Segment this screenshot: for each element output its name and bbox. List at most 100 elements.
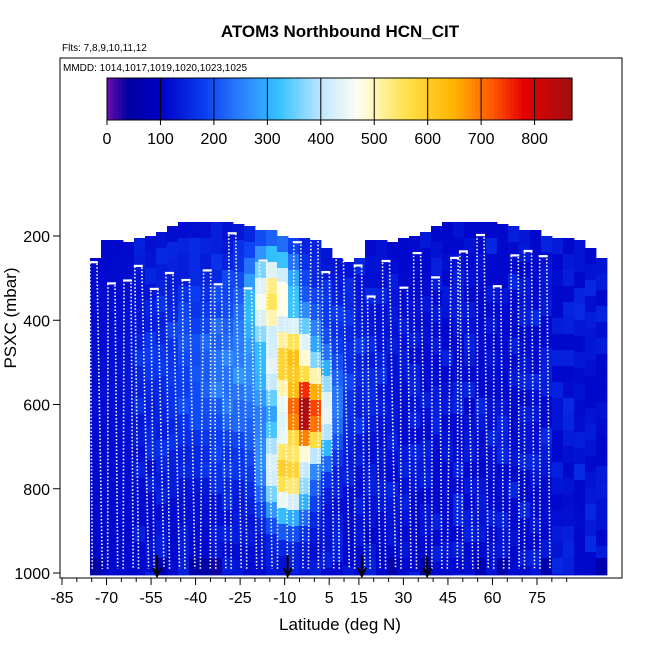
heatmap-cell bbox=[409, 572, 421, 576]
heatmap-cell bbox=[552, 558, 564, 575]
heatmap-cell bbox=[233, 528, 245, 545]
y-tick-label: 800 bbox=[23, 482, 50, 499]
heatmap-cell bbox=[563, 478, 575, 495]
colorbar-segment bbox=[219, 78, 224, 120]
heatmap-cell bbox=[563, 318, 575, 335]
heatmap-cell bbox=[464, 238, 476, 255]
heatmap-cell bbox=[574, 448, 586, 465]
heatmap-cell bbox=[541, 444, 553, 461]
heatmap-cell bbox=[431, 530, 443, 547]
heatmap-cell bbox=[464, 286, 476, 303]
heatmap-cell bbox=[519, 246, 531, 263]
heatmap-cell bbox=[453, 382, 465, 399]
heatmap-cell bbox=[332, 530, 344, 547]
heatmap-cell bbox=[145, 236, 157, 253]
heatmap-cell bbox=[332, 306, 344, 323]
heatmap-cell bbox=[376, 288, 388, 305]
x-tick-label: -70 bbox=[95, 590, 118, 607]
heatmap-cell bbox=[343, 454, 355, 471]
heatmap-cell bbox=[530, 374, 542, 391]
heatmap-cell bbox=[442, 222, 454, 239]
heatmap-cell bbox=[233, 464, 245, 481]
heatmap-cell bbox=[288, 478, 300, 495]
heatmap-cell bbox=[123, 306, 135, 323]
heatmap-cell bbox=[156, 360, 168, 377]
heatmap-cell bbox=[530, 502, 542, 519]
x-tick-label: 75 bbox=[528, 590, 546, 607]
heatmap-cell bbox=[420, 232, 432, 249]
heatmap-cell bbox=[101, 256, 113, 273]
colorbar-segment bbox=[118, 78, 124, 120]
heatmap-cell bbox=[541, 364, 553, 381]
heatmap-cell bbox=[167, 338, 179, 355]
heatmap-cell bbox=[365, 368, 377, 385]
colorbar-segment bbox=[234, 78, 240, 120]
heatmap-cell bbox=[222, 510, 234, 527]
heatmap-cell bbox=[508, 514, 520, 531]
heatmap-cell bbox=[585, 520, 597, 537]
heatmap-cell bbox=[453, 478, 465, 495]
heatmap-cell bbox=[277, 524, 289, 541]
heatmap-cell bbox=[409, 348, 421, 365]
heatmap-cell bbox=[178, 366, 190, 383]
heatmap-cell bbox=[420, 376, 432, 393]
heatmap-cell bbox=[222, 254, 234, 271]
colorbar-segment bbox=[448, 78, 453, 120]
heatmap-cell bbox=[420, 392, 432, 409]
heatmap-cell bbox=[552, 270, 564, 287]
heatmap-cell bbox=[475, 462, 487, 479]
colorbar-tick-label: 100 bbox=[147, 131, 174, 148]
x-tick-label: 45 bbox=[439, 590, 457, 607]
heatmap-cell bbox=[156, 504, 168, 521]
heatmap-cell bbox=[244, 402, 256, 419]
heatmap-cell bbox=[244, 274, 256, 291]
heatmap-cell bbox=[453, 414, 465, 431]
heatmap-cell bbox=[431, 386, 443, 403]
heatmap-cell bbox=[409, 540, 421, 557]
heatmap-cell bbox=[552, 462, 564, 479]
heatmap-cell bbox=[464, 510, 476, 527]
heatmap-cell bbox=[442, 270, 454, 287]
heatmap-cell bbox=[596, 274, 608, 291]
heatmap-cell bbox=[343, 342, 355, 359]
heatmap-cell bbox=[134, 446, 146, 463]
heatmap-cell bbox=[233, 288, 245, 305]
heatmap-cell bbox=[145, 460, 157, 477]
colorbar-segment bbox=[223, 78, 228, 120]
heatmap-cell bbox=[244, 418, 256, 435]
heatmap-cell bbox=[596, 418, 608, 435]
colorbar-segment bbox=[486, 78, 492, 120]
heatmap-cell bbox=[321, 360, 333, 377]
heatmap-cell bbox=[475, 238, 487, 255]
heatmap-cell bbox=[464, 222, 476, 239]
heatmap-cell bbox=[332, 370, 344, 387]
heatmap-cell bbox=[255, 518, 267, 535]
heatmap-cell bbox=[200, 350, 212, 367]
x-tick-label: -55 bbox=[140, 590, 163, 607]
heatmap-cell bbox=[530, 390, 542, 407]
heatmap-cell bbox=[464, 478, 476, 495]
heatmap-cell bbox=[453, 462, 465, 479]
heatmap-cell bbox=[431, 450, 443, 467]
x-axis-label: Latitude (deg N) bbox=[279, 615, 401, 634]
heatmap-cell bbox=[398, 414, 410, 431]
heatmap-cell bbox=[431, 546, 443, 563]
heatmap-cell bbox=[156, 472, 168, 489]
heatmap-cell bbox=[156, 440, 168, 457]
heatmap-cell bbox=[332, 546, 344, 563]
heatmap-cell bbox=[90, 514, 102, 531]
heatmap-cell bbox=[387, 354, 399, 371]
heatmap-cell bbox=[486, 526, 498, 543]
heatmap-cell bbox=[464, 494, 476, 511]
heatmap-cell bbox=[574, 304, 586, 321]
heatmap-cell bbox=[266, 534, 278, 551]
heatmap-cell bbox=[585, 344, 597, 361]
x-tick-label: -10 bbox=[273, 590, 296, 607]
heatmap-cell bbox=[123, 354, 135, 371]
heatmap-cell bbox=[398, 238, 410, 255]
heatmap-cell bbox=[222, 478, 234, 495]
heatmap-cell bbox=[244, 306, 256, 323]
heatmap-cell bbox=[354, 466, 366, 483]
heatmap-cell bbox=[123, 274, 135, 291]
heatmap-cell bbox=[156, 232, 168, 249]
